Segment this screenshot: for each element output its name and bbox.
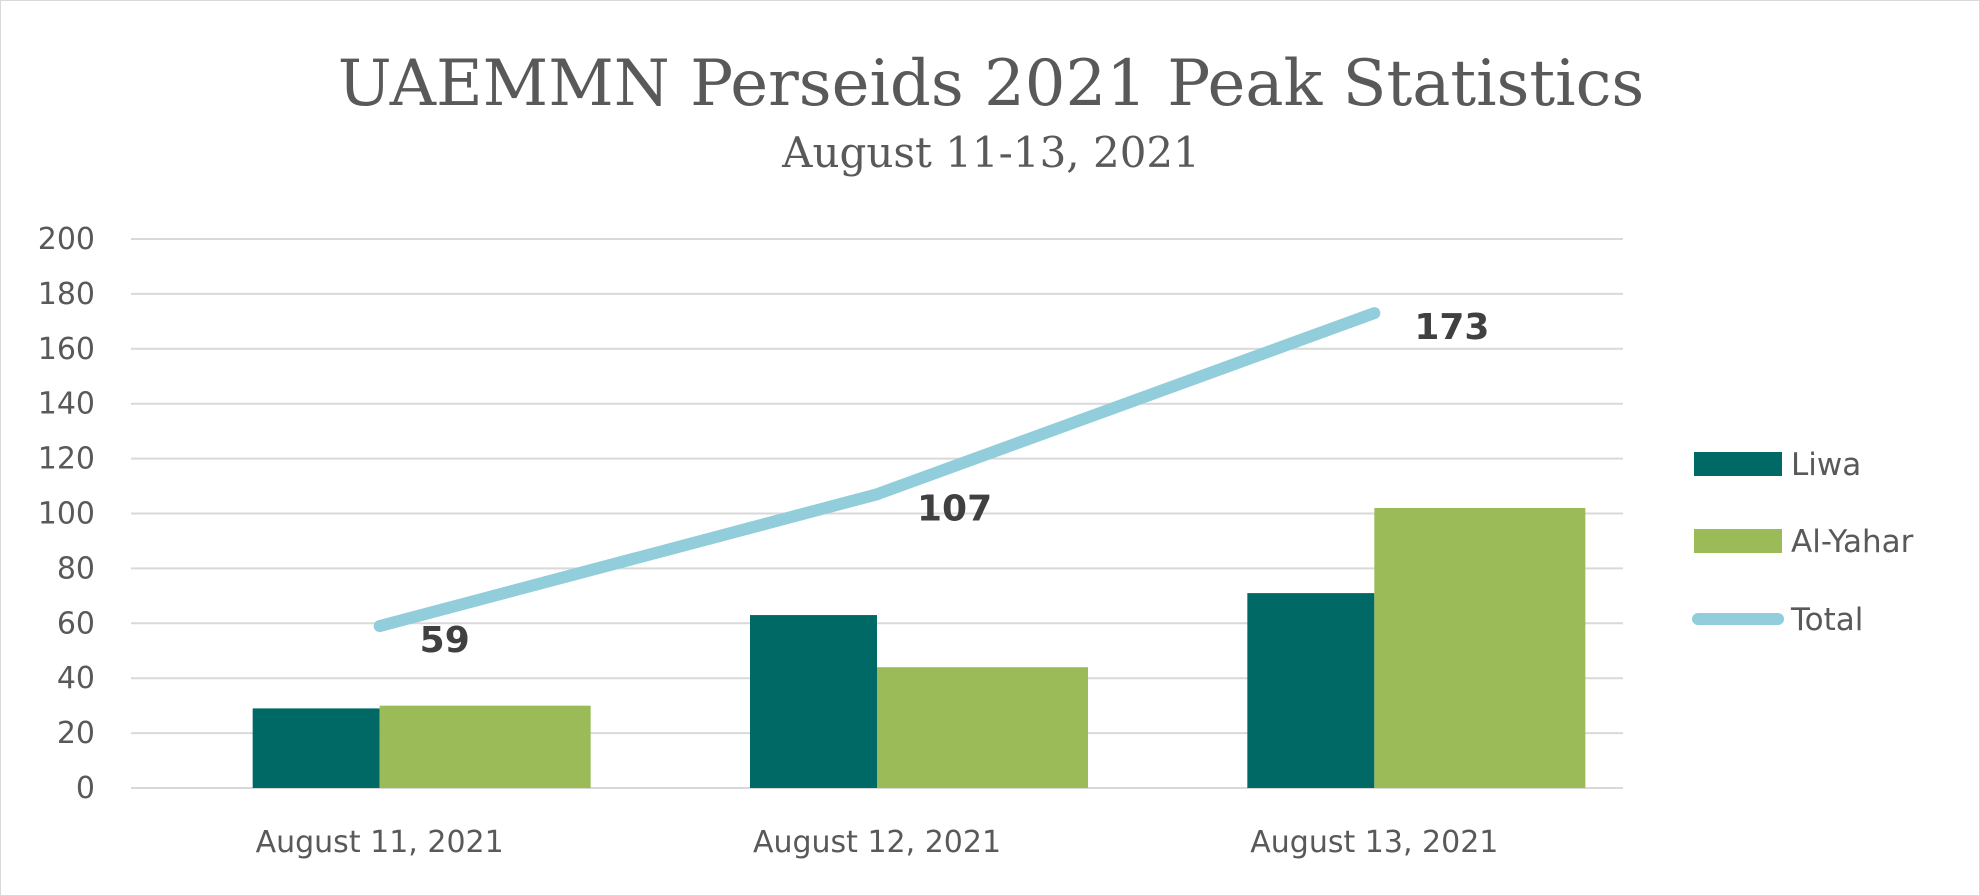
bar-al-yahar <box>877 667 1088 788</box>
legend: Liwa Al-Yahar Total <box>1692 447 1914 638</box>
legend-swatch-liwa <box>1694 452 1782 476</box>
y-tick-label: 200 <box>38 222 95 257</box>
bars <box>252 508 1586 788</box>
x-tick-label: August 13, 2021 <box>1250 825 1498 860</box>
y-tick-label: 0 <box>76 771 95 806</box>
x-axis: August 11, 2021 August 12, 2021 August 13,… <box>256 825 1499 860</box>
chart-subtitle: August 11-13, 2021 <box>781 128 1200 177</box>
bar-liwa <box>252 708 380 788</box>
y-tick-label: 40 <box>57 661 95 696</box>
data-label-total: 59 <box>420 620 470 661</box>
bar-liwa <box>750 615 877 788</box>
x-tick-label: August 11, 2021 <box>256 825 504 860</box>
legend-swatch-al-yahar <box>1694 529 1782 553</box>
bar-al-yahar <box>1374 508 1586 788</box>
data-label-total: 173 <box>1414 307 1489 348</box>
bar-liwa <box>1247 593 1375 788</box>
data-labels: 59 107 173 <box>420 307 1490 661</box>
y-tick-label: 60 <box>57 606 95 641</box>
legend-label-al-yahar: Al-Yahar <box>1791 524 1914 560</box>
y-tick-label: 100 <box>38 497 95 532</box>
bar-al-yahar <box>379 705 591 788</box>
legend-label-total: Total <box>1790 602 1863 638</box>
y-tick-label: 80 <box>57 551 95 586</box>
y-tick-label: 160 <box>38 332 95 367</box>
y-tick-label: 120 <box>38 442 95 477</box>
y-tick-label: 180 <box>38 277 95 312</box>
y-axis: 0 20 40 60 80 100 120 140 160 180 200 <box>38 222 95 806</box>
y-tick-label: 140 <box>38 387 95 422</box>
legend-label-liwa: Liwa <box>1791 447 1861 483</box>
series-line-total <box>373 307 1381 633</box>
y-tick-label: 20 <box>57 716 95 751</box>
chart-title: UAEMMN Perseids 2021 Peak Statistics <box>338 47 1645 121</box>
data-label-total: 107 <box>917 488 992 529</box>
total-line <box>373 307 1381 633</box>
x-tick-label: August 12, 2021 <box>753 825 1001 860</box>
